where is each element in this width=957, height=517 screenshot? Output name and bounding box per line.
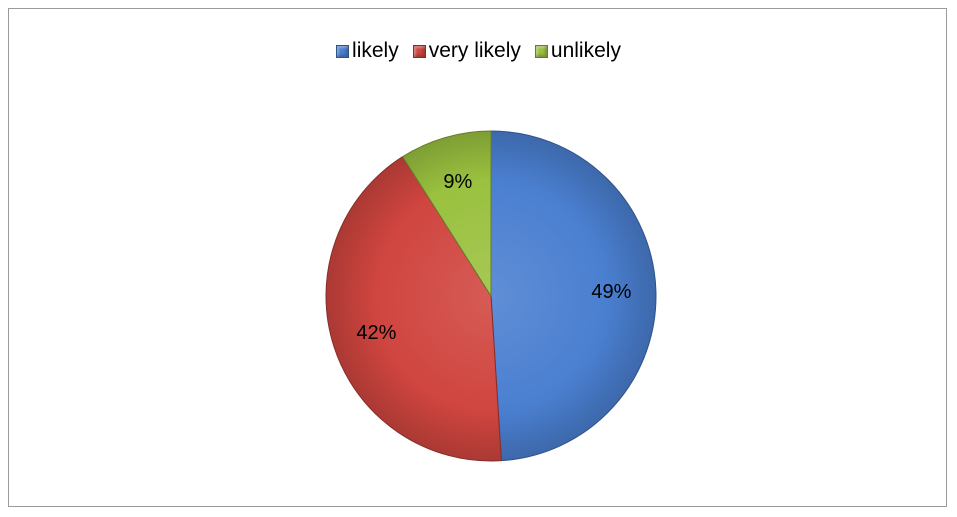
data-label-likely: 49% <box>591 281 631 303</box>
pie-data-labels: 49% 42% 9% <box>356 171 631 344</box>
pie-chart: 49% 42% 9% <box>325 130 657 462</box>
chart-legend: likely very likely unlikely <box>9 39 948 63</box>
legend-swatch-likely <box>336 44 350 58</box>
pie-slice-very-likely <box>325 156 502 462</box>
legend-swatch-unlikely <box>534 44 548 58</box>
legend-label-likely: likely <box>352 39 399 62</box>
legend-label-very-likely: very likely <box>428 39 521 62</box>
legend-item-unlikely: unlikely <box>534 39 621 63</box>
pie-slice-unlikely <box>402 130 492 297</box>
data-label-very-likely: 42% <box>356 322 396 344</box>
pie-slices <box>325 130 657 462</box>
pie-slice-likely <box>490 130 657 462</box>
legend-item-very-likely: very likely <box>412 39 521 63</box>
chart-area: likely very likely unlikely 49% 42% 9% <box>8 8 947 507</box>
legend-swatch-very-likely <box>412 44 426 58</box>
legend-item-likely: likely <box>336 39 399 63</box>
legend-label-unlikely: unlikely <box>550 39 621 62</box>
data-label-unlikely: 9% <box>443 171 472 193</box>
